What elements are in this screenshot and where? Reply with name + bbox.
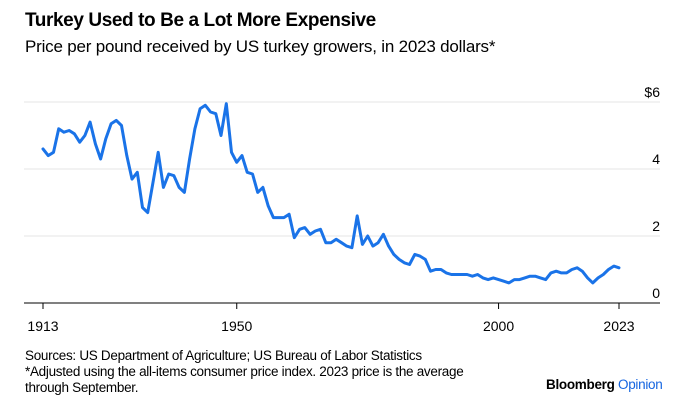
chart-subtitle: Price per pound received by US turkey gr… xyxy=(25,37,496,56)
footnote: Sources: US Department of Agriculture; U… xyxy=(25,348,464,396)
x-tick-label: 2023 xyxy=(603,318,634,334)
y-tick-label: 2 xyxy=(652,218,660,234)
series-line xyxy=(41,102,621,285)
y-tick-label: 0 xyxy=(652,285,660,301)
chart-title: Turkey Used to Be a Lot More Expensive xyxy=(25,10,376,31)
y-tick-label: $6 xyxy=(644,84,660,100)
x-axis: 1913 1950 2000 2023 xyxy=(24,302,660,334)
series xyxy=(41,102,621,285)
sources-text: Sources: US Department of Agriculture; U… xyxy=(25,348,422,363)
x-tick-label: 2000 xyxy=(483,318,514,334)
note-text-line2: through September. xyxy=(25,380,139,395)
bloomberg-opinion-logo: Bloomberg Opinion xyxy=(546,377,663,392)
x-tick-label: 1950 xyxy=(221,318,252,334)
brand-name: Bloomberg xyxy=(546,377,615,392)
note-text-line1: *Adjusted using the all-items consumer p… xyxy=(25,364,464,379)
brand-suffix: Opinion xyxy=(618,377,663,392)
x-tick-label: 1913 xyxy=(27,318,58,334)
y-axis-labels: 0 2 4 $6 xyxy=(644,84,660,301)
y-tick-label: 4 xyxy=(652,151,660,167)
